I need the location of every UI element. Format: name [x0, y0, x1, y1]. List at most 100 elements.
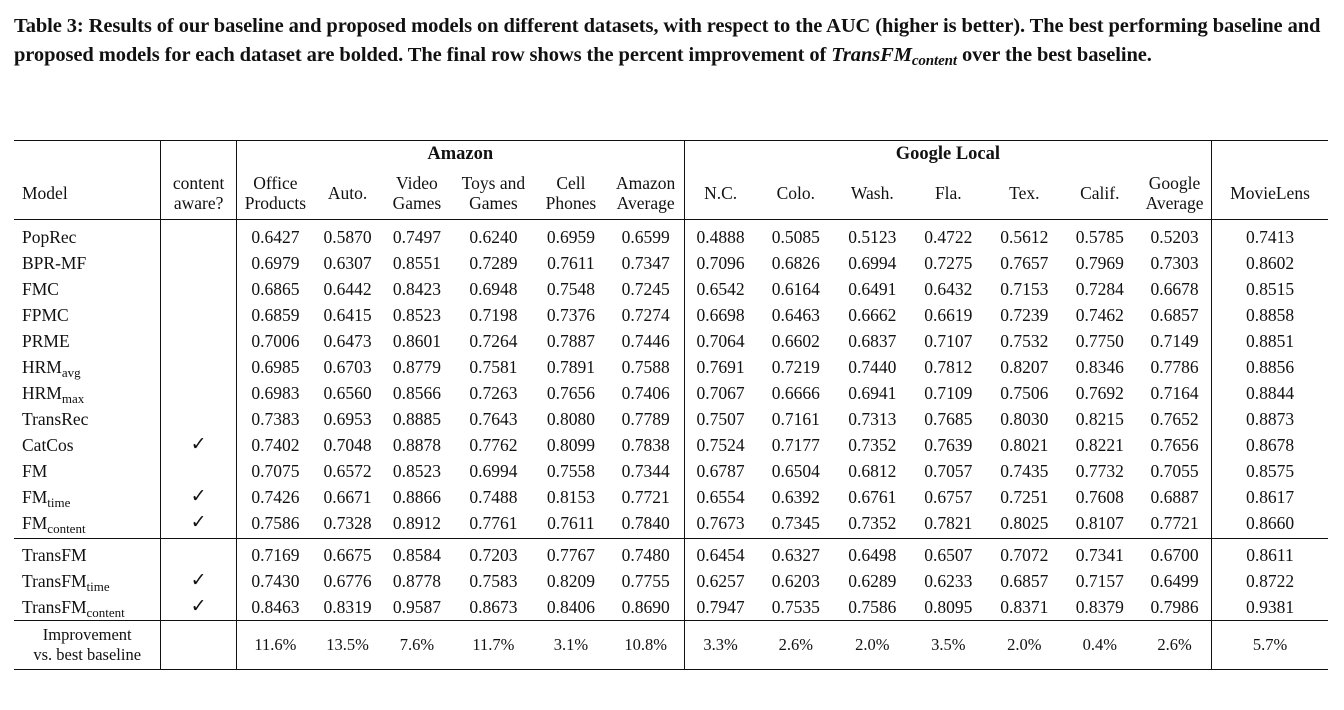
- table-row: HRMmax 0.6983 0.6560 0.8566 0.7263 0.7656 0.74…: [14, 380, 1328, 406]
- column-header-11: Calif.: [1080, 183, 1120, 203]
- table-cell: 0.7761: [469, 513, 518, 533]
- improvement-cell: 2.6%: [756, 620, 836, 670]
- table-cell: 0.7239: [1000, 305, 1049, 325]
- table-cell: 0.8660: [1211, 510, 1328, 539]
- table-cell: 0.8319: [323, 597, 372, 617]
- table-cell: 0.7586: [848, 597, 897, 617]
- group-header-row: Amazon Google Local: [14, 140, 1328, 167]
- table-cell: 0.7586: [235, 510, 314, 539]
- table-row: FPMC 0.6859 0.6415 0.8523 0.7198 0.7376 0.7274…: [14, 302, 1328, 328]
- column-header-13: MovieLens: [1211, 167, 1328, 220]
- table-cell: 0.7264: [469, 331, 518, 351]
- table-cell: 0.6203: [771, 571, 820, 591]
- table-cell: 0.7891: [546, 357, 595, 377]
- table-cell: 0.7969: [1075, 253, 1124, 273]
- table-cell: 0.8463: [235, 594, 314, 621]
- table-cell: 0.8025: [1000, 513, 1049, 533]
- table-cell: 0.7821: [924, 513, 973, 533]
- table-cell: 0.8030: [1000, 409, 1049, 429]
- table-cell: 0.7313: [848, 409, 897, 429]
- table-cell: 0.8912: [392, 513, 441, 533]
- table-cell: 0.7812: [924, 357, 973, 377]
- table-cell: 0.7488: [469, 487, 518, 507]
- table-cell: 0.7426: [235, 484, 314, 510]
- table-cell: 0.7064: [683, 328, 757, 354]
- table-row: FM 0.7075 0.6572 0.8523 0.6994 0.7558 0.7344 0.…: [14, 458, 1328, 484]
- table-cell: 0.8021: [1000, 435, 1049, 455]
- table-cell: 0.6698: [683, 302, 757, 328]
- table-cell: 0.6442: [323, 279, 372, 299]
- table-cell: 0.6761: [848, 487, 897, 507]
- table-cell: 0.7107: [924, 331, 973, 351]
- column-header-12: Google Average: [1145, 173, 1204, 213]
- table-cell: 0.8221: [1075, 435, 1124, 455]
- table-cell: 0.8878: [392, 435, 441, 455]
- improvement-cell: 2.0%: [987, 620, 1062, 670]
- table-cell: 0.7507: [683, 406, 757, 432]
- model-name: PopRec: [14, 219, 161, 250]
- column-header-5: Amazon Average: [615, 173, 676, 213]
- table-cell: 0.7402: [235, 432, 314, 458]
- table-cell: 0.8080: [546, 409, 595, 429]
- table-cell: 0.6327: [756, 538, 836, 568]
- column-header-2: Video Games: [392, 173, 442, 213]
- table-cell: 0.7263: [469, 383, 518, 403]
- improvement-cell: 0.4%: [1061, 620, 1139, 670]
- table-row: FMcontent ✓ 0.7586 0.7328 0.8912 0.7761 0.7611…: [14, 510, 1328, 539]
- table-row: TransFMcontent ✓ 0.8463 0.8319 0.9587 0.8673 0…: [14, 594, 1328, 621]
- table-cell: 0.5785: [1061, 219, 1139, 250]
- table-cell: 0.6392: [771, 487, 820, 507]
- table-cell: 0.8851: [1211, 328, 1328, 354]
- table-cell: 0.6857: [1000, 571, 1049, 591]
- table-cell: 0.6675: [313, 538, 382, 568]
- table-cell: 0.6491: [848, 279, 897, 299]
- table-cell: 0.7345: [771, 513, 820, 533]
- table-cell: 0.6678: [1150, 279, 1199, 299]
- table-cell: 0.7413: [1211, 219, 1328, 250]
- model-name: HRMmax: [22, 383, 85, 406]
- improvement-cell: 13.5%: [313, 620, 382, 670]
- table-cell: 0.7347: [621, 253, 670, 273]
- table-cell: 0.6994: [848, 253, 897, 273]
- table-cell: 0.6979: [235, 250, 314, 276]
- table-cell: 0.6983: [235, 380, 314, 406]
- improvement-cell: 2.6%: [1138, 620, 1212, 670]
- table-cell: 0.7840: [621, 513, 670, 533]
- table-cell: 0.6499: [1150, 571, 1199, 591]
- table-cell: 0.7947: [683, 594, 757, 621]
- model-name: TransFMtime: [22, 571, 110, 594]
- table-cell: 0.6865: [235, 276, 314, 302]
- table-cell: 0.6666: [771, 383, 820, 403]
- table-cell: 0.7219: [771, 357, 820, 377]
- table-cell: 0.7057: [924, 461, 973, 481]
- table-cell: 0.6985: [235, 354, 314, 380]
- table-cell: 0.8406: [546, 597, 595, 617]
- content-aware-check: [160, 276, 237, 302]
- model-name: FMC: [22, 279, 59, 299]
- column-header-3: Toys and Games: [461, 173, 526, 213]
- table-row: CatCos ✓ 0.7402 0.7048 0.8878 0.7762 0.8099 0.7…: [14, 432, 1328, 458]
- content-aware-check: [160, 354, 237, 380]
- table-cell: 0.6473: [323, 331, 372, 351]
- model-name: TransFM: [14, 538, 161, 568]
- table-cell: 0.7440: [848, 357, 897, 377]
- table-cell: 0.8885: [392, 409, 441, 429]
- content-aware-check: [160, 406, 237, 432]
- table-row: TransRec 0.7383 0.6953 0.8885 0.7643 0.8080 0.…: [14, 406, 1328, 432]
- column-header-0: Office Products: [235, 167, 314, 220]
- model-name: TransFMcontent: [22, 597, 125, 620]
- table-cell: 0.7198: [469, 305, 518, 325]
- caption-model-name: TransFMcontent: [831, 44, 957, 69]
- table-cell: 0.7583: [469, 571, 518, 591]
- table-cell: 0.7274: [621, 305, 670, 325]
- table-cell: 0.6948: [469, 279, 518, 299]
- table-cell: 0.8856: [1211, 354, 1328, 380]
- column-header-9: Fla.: [934, 183, 962, 203]
- table-cell: 0.7430: [235, 568, 314, 594]
- table-cell: 0.5870: [313, 219, 382, 250]
- table-cell: 0.8371: [1000, 597, 1049, 617]
- improvement-cell: 3.3%: [683, 620, 757, 670]
- table-cell: 0.7048: [323, 435, 372, 455]
- table-cell: 0.8153: [546, 487, 595, 507]
- table-cell: 0.7153: [1000, 279, 1049, 299]
